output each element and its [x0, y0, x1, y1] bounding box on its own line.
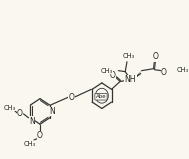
Text: CH₃: CH₃: [177, 67, 189, 73]
Text: O: O: [69, 93, 75, 102]
Text: CH₃: CH₃: [123, 53, 135, 59]
Text: N: N: [29, 117, 35, 125]
Text: NH: NH: [125, 75, 136, 84]
Text: Abe: Abe: [96, 94, 106, 99]
Text: O: O: [109, 71, 115, 80]
Text: O: O: [161, 68, 167, 77]
Text: CH₃: CH₃: [4, 105, 16, 111]
Text: CH₃: CH₃: [24, 141, 36, 147]
Text: CH₃: CH₃: [100, 68, 112, 74]
Text: N: N: [49, 107, 55, 116]
Text: O: O: [17, 109, 23, 118]
Text: O: O: [37, 131, 43, 141]
Text: O: O: [152, 52, 158, 61]
Polygon shape: [131, 71, 142, 82]
